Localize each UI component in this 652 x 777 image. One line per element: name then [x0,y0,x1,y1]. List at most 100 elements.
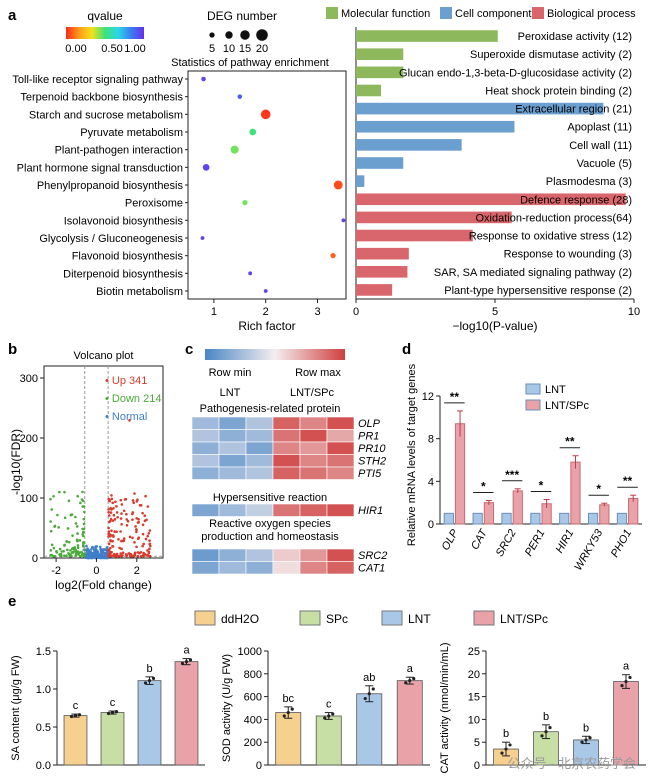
x-tick-label: PHO1 [609,528,634,560]
data-point [111,519,115,522]
bar-label: Peroxidase activity (12) [518,31,632,43]
legend-label: • Down 214 [105,393,161,405]
bar-label: Oxidation-reduction process(64) [475,212,632,224]
significance-letter: b [146,663,152,675]
replicate-point [77,713,82,717]
heatmap-cell [326,441,355,455]
replicate-point [143,681,148,685]
data-point [330,253,336,259]
data-point [146,549,149,552]
bar [570,461,581,525]
data-point [89,555,93,559]
data-point [107,554,111,558]
bar [315,715,342,766]
data-point [76,546,80,550]
data-point [141,554,145,557]
replicate-point [540,734,544,738]
data-point [107,510,110,514]
heatmap-cell [299,548,328,562]
y-tick-label: 15 [468,692,480,704]
data-point [49,520,53,523]
bar [443,512,454,525]
size-legend-title: DEG number [207,9,277,23]
y-axis-label: SA content (μg/g FW) [10,655,22,760]
data-point [81,544,85,547]
heatmap-cell [218,548,247,562]
data-point [65,554,68,557]
x-tick-label: 2 [134,565,140,577]
chart-title: Statistics of pathway enrichment [171,57,329,69]
bar [356,193,626,206]
data-point [131,499,135,502]
legend-swatch [532,7,544,19]
y-tick-label: 200 [20,433,38,445]
data-point [85,544,88,548]
data-point [121,539,124,543]
heatmap-cell [299,441,328,455]
bar [356,84,382,97]
data-point [133,541,136,544]
data-point [134,525,137,528]
heatmap-cell [191,503,220,517]
y-axis-label: CAT activity (nmol/min/mL) [439,642,451,773]
colorbar-tick: 0.00 [65,43,86,55]
replicate-point [73,714,78,718]
bar [616,512,628,525]
data-point [129,554,132,558]
bar [501,512,512,525]
heatmap-cell [245,561,274,575]
data-point [139,503,143,507]
data-point [128,552,132,556]
data-point [116,515,119,519]
significance-letter: a [623,661,630,673]
bar [275,712,302,766]
heatmap-cell [245,454,274,468]
data-point [131,518,134,521]
bar-label: Vacuole (5) [577,158,632,170]
heatmap-group-title: Hypersensitive reaction [213,492,327,504]
x-tick-label: CAT [469,526,491,551]
y-axis-label: SOD activity (U/g FW) [221,654,233,762]
y-tick-label: 0 [428,519,434,531]
heatmap-cell [218,416,247,430]
data-point [200,236,205,240]
data-point [67,499,71,503]
data-point [146,505,150,508]
x-tick-label: 10 [628,306,640,318]
bar [356,120,515,133]
data-point [128,419,131,422]
data-point [74,549,78,553]
heatmap-group-title: production and homeostasis [201,531,339,543]
significance-mark: ** [450,390,460,404]
data-point [52,554,55,558]
replicate-point [624,679,628,684]
heatmap-group-title: Reactive oxygen species [209,518,331,530]
bar [396,680,423,766]
data-point [79,554,82,558]
significance-mark: * [481,480,486,494]
data-point [107,542,111,546]
data-point [132,501,135,505]
significance-mark: * [596,482,601,496]
data-point [55,551,59,554]
data-point [94,554,98,557]
data-point [69,549,72,552]
bar [63,715,88,766]
y-tick-label: 10 [468,714,480,726]
data-point [56,513,59,517]
data-point [117,554,121,558]
bar [628,497,639,525]
heatmap-cell [218,561,247,575]
significance-letter: b [583,722,589,734]
legend-label: Molecular function [341,8,430,20]
y-tick-label: 12 [422,391,434,403]
heatmap-cell [218,454,247,468]
size-legend-dot [209,32,215,38]
data-point [112,554,115,557]
heatmap-cell [218,503,247,517]
y-tick-label: Plant hormone signal transduction [17,162,183,174]
bar [137,680,162,766]
data-point [107,526,110,530]
data-point [134,528,138,531]
bar [613,681,639,766]
